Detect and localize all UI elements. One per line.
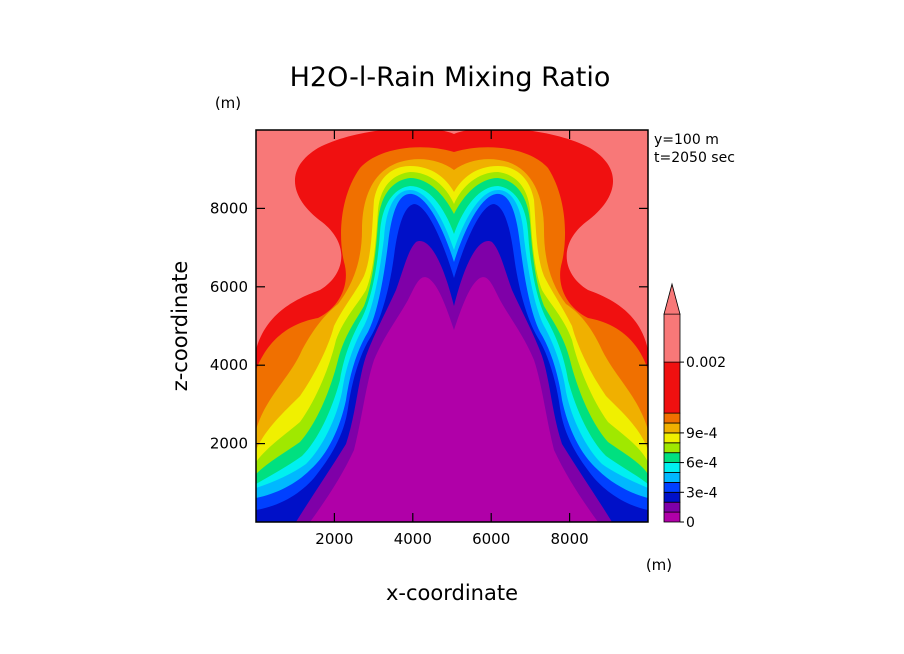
y-unit-label: (m) (215, 94, 241, 112)
y-axis-label: z-coordinate (168, 261, 192, 392)
x-unit-label: (m) (646, 556, 672, 574)
colorbar-swatch (663, 422, 681, 434)
colorbar-tick-label: 0 (686, 515, 695, 531)
y-axis: 2000 4000 6000 8000 (210, 199, 648, 453)
colorbar-swatch (663, 501, 681, 513)
annotation-text: t=2050 sec (654, 150, 735, 166)
y-tick-label: 4000 (210, 356, 248, 374)
colorbar-swatch (663, 491, 681, 503)
annotations: y=100 m t=2050 sec (654, 132, 735, 166)
y-tick-label: 6000 (210, 278, 248, 296)
colorbar-swatch (663, 452, 681, 464)
x-tick-label: 4000 (394, 530, 432, 548)
x-axis-label: x-coordinate (386, 581, 518, 605)
x-tick-label: 2000 (315, 530, 353, 548)
x-tick-label: 6000 (472, 530, 510, 548)
plot-frame (255, 129, 649, 523)
contour-level-12 (310, 277, 598, 522)
colorbar: 0 3e-4 6e-4 9e-4 0.002 (663, 282, 726, 531)
chart-title: H2O-l-Rain Mixing Ratio (290, 62, 611, 93)
y-tick-label: 8000 (210, 199, 248, 217)
colorbar-swatch (663, 462, 681, 473)
colorbar-swatch (663, 511, 681, 523)
colorbar-swatch (663, 472, 681, 483)
annotation-text: y=100 m (654, 132, 719, 148)
y-tick-label: 2000 (210, 435, 248, 453)
colorbar-tick-label: 9e-4 (686, 426, 718, 442)
colorbar-tick-label: 6e-4 (686, 456, 718, 472)
colorbar-extend-arrow (663, 282, 681, 315)
contour-field (256, 130, 648, 522)
colorbar-swatch (663, 442, 681, 454)
x-axis: 2000 4000 6000 8000 (315, 130, 589, 548)
colorbar-tick-label: 3e-4 (686, 485, 718, 501)
colorbar-swatch (663, 313, 681, 363)
colorbar-swatch (663, 432, 681, 444)
colorbar-swatch (663, 481, 681, 493)
colorbar-swatch (663, 361, 681, 414)
x-tick-label: 8000 (551, 530, 589, 548)
colorbar-swatch (663, 412, 681, 424)
colorbar-tick-label: 0.002 (686, 355, 726, 371)
